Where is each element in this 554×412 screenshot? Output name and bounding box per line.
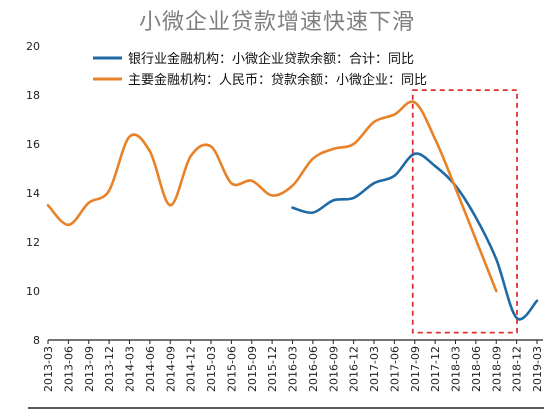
x-tick-label: 2015-09 <box>246 346 259 392</box>
series-line-0 <box>291 152 539 321</box>
y-tick-label: 18 <box>26 89 40 102</box>
y-tick-label: 10 <box>26 285 40 298</box>
x-tick-label: 2018-03 <box>450 346 463 392</box>
y-tick-label: 14 <box>26 187 40 200</box>
x-tick-label: 2013-06 <box>62 346 75 392</box>
x-tick-label: 2013-12 <box>103 346 116 392</box>
y-tick-label: 16 <box>26 138 40 151</box>
x-tick-label: 2014-12 <box>185 346 198 392</box>
x-tick-label: 2014-06 <box>144 346 157 392</box>
series-line-1 <box>46 100 498 293</box>
x-tick-label: 2017-03 <box>368 346 381 392</box>
legend: 银行业金融机构：小微企业贷款余额：合计：同比主要金融机构：人民币：贷款余额：小微… <box>93 51 427 88</box>
x-tick-label: 2014-09 <box>164 346 177 392</box>
x-tick-label: 2016-12 <box>348 346 361 392</box>
axes: 8 10 12 14 16 18 20 2013-03 2013-06 2013-09 2013-1… <box>26 40 544 409</box>
x-tick-label: 2015-12 <box>266 346 279 392</box>
series-layer <box>46 100 539 321</box>
x-tick-label: 2016-09 <box>327 346 340 392</box>
x-tick-label: 2018-06 <box>470 346 483 392</box>
chart-title: 小微企业贷款增速快速下滑 <box>138 10 415 35</box>
legend-label-0: 银行业金融机构：小微企业贷款余额：合计：同比 <box>128 51 414 67</box>
x-tick-label: 2015-06 <box>225 346 238 392</box>
y-tick-label: 8 <box>33 334 40 347</box>
x-tick-label: 2018-09 <box>490 346 503 392</box>
y-tick-label: 12 <box>26 236 40 249</box>
x-tick-label: 2016-03 <box>287 346 300 392</box>
x-tick-label: 2014-03 <box>124 346 137 392</box>
x-tick-label: 2013-09 <box>83 346 96 392</box>
y-tick-label: 20 <box>26 40 40 53</box>
x-tick-label: 2017-06 <box>388 346 401 392</box>
legend-label-1: 主要金融机构：人民币：贷款余额：小微企业：同比 <box>128 72 427 88</box>
highlight-dashed-box <box>411 89 518 334</box>
x-tick-label: 2013-03 <box>42 346 55 392</box>
x-tick-label: 2015-03 <box>205 346 218 392</box>
x-tick-label: 2016-06 <box>307 346 320 392</box>
annotation-layer <box>411 89 518 334</box>
x-tick-label: 2019-03 <box>531 346 544 392</box>
x-tick-label: 2018-12 <box>511 346 524 392</box>
x-tick-label: 2017-09 <box>409 346 422 392</box>
x-tick-label: 2017-12 <box>429 346 442 392</box>
